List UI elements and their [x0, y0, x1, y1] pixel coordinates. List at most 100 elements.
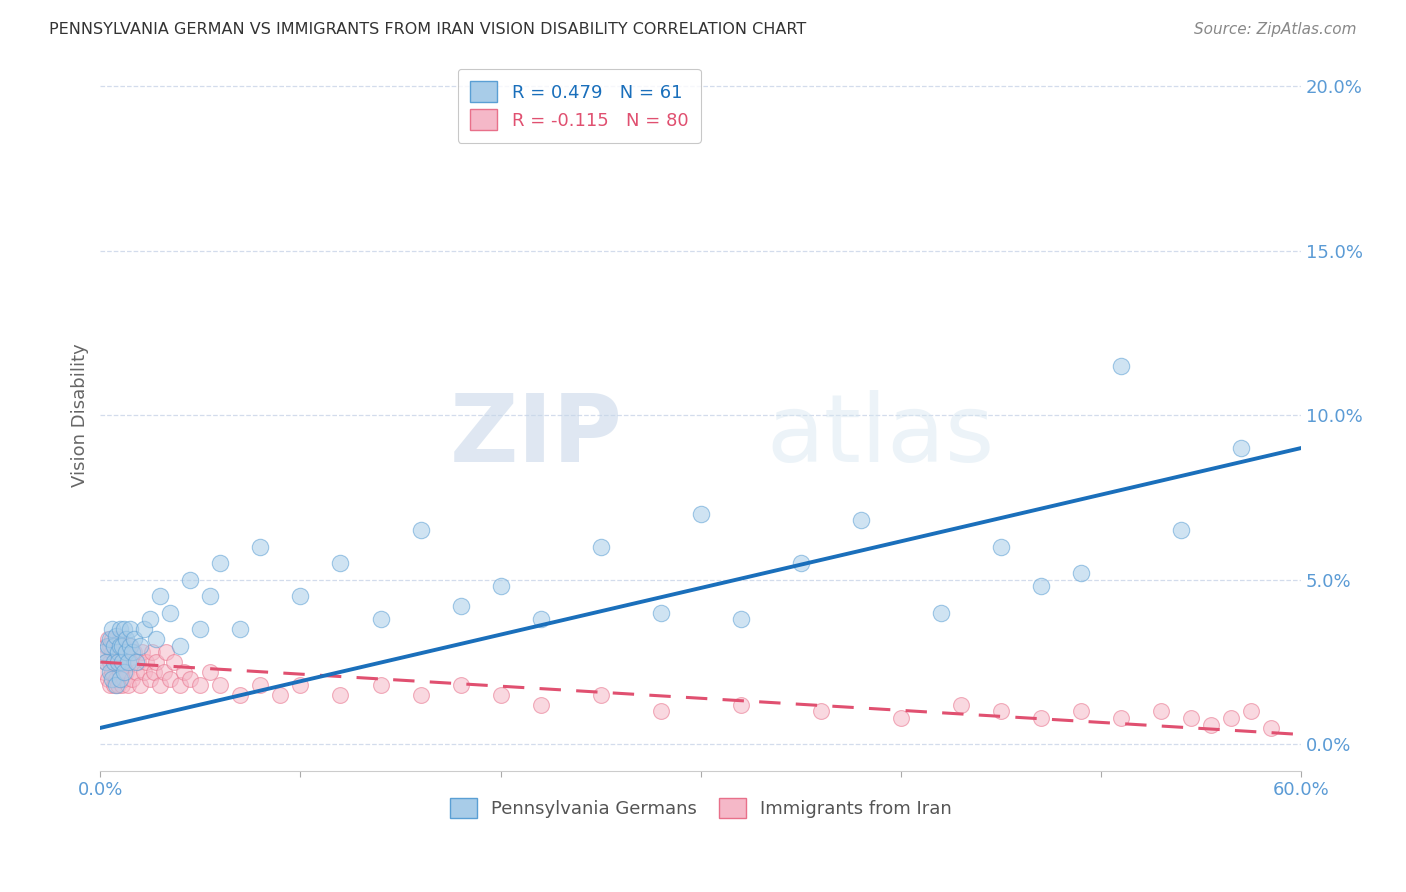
- Point: [1109, 711, 1132, 725]
- Point: [139, 672, 162, 686]
- Point: [105, 678, 128, 692]
- Point: [370, 678, 392, 692]
- Point: [1109, 359, 1132, 373]
- Point: [409, 688, 432, 702]
- Point: [730, 698, 752, 712]
- Point: [650, 606, 672, 620]
- Point: [650, 705, 672, 719]
- Point: [689, 507, 711, 521]
- Point: [1070, 566, 1092, 581]
- Point: [96, 655, 118, 669]
- Point: [1070, 705, 1092, 719]
- Point: [121, 672, 143, 686]
- Point: [1220, 711, 1243, 725]
- Point: [153, 665, 176, 679]
- Point: [159, 606, 181, 620]
- Point: [134, 665, 156, 679]
- Point: [179, 672, 201, 686]
- Point: [101, 645, 124, 659]
- Point: [129, 678, 152, 692]
- Point: [98, 678, 121, 692]
- Point: [120, 639, 142, 653]
- Point: [1170, 524, 1192, 538]
- Point: [163, 655, 186, 669]
- Point: [790, 556, 813, 570]
- Point: [1230, 441, 1253, 455]
- Point: [125, 665, 148, 679]
- Point: [209, 678, 232, 692]
- Text: ZIP: ZIP: [450, 391, 623, 483]
- Point: [110, 639, 132, 653]
- Point: [124, 632, 146, 646]
- Point: [120, 639, 142, 653]
- Text: Source: ZipAtlas.com: Source: ZipAtlas.com: [1194, 22, 1357, 37]
- Point: [115, 665, 138, 679]
- Point: [103, 678, 125, 692]
- Point: [1180, 711, 1202, 725]
- Point: [529, 612, 551, 626]
- Point: [96, 655, 118, 669]
- Point: [1150, 705, 1173, 719]
- Point: [107, 655, 129, 669]
- Point: [112, 639, 135, 653]
- Point: [111, 678, 134, 692]
- Point: [112, 665, 135, 679]
- Point: [1029, 579, 1052, 593]
- Point: [409, 524, 432, 538]
- Point: [1260, 721, 1282, 735]
- Point: [101, 632, 124, 646]
- Point: [93, 665, 115, 679]
- Point: [111, 655, 134, 669]
- Point: [110, 645, 132, 659]
- Point: [849, 514, 872, 528]
- Point: [200, 665, 222, 679]
- Point: [110, 665, 132, 679]
- Point: [1199, 717, 1222, 731]
- Point: [135, 655, 157, 669]
- Point: [290, 589, 312, 603]
- Point: [121, 645, 143, 659]
- Point: [97, 632, 120, 646]
- Point: [110, 622, 132, 636]
- Point: [105, 645, 128, 659]
- Point: [249, 678, 271, 692]
- Point: [249, 540, 271, 554]
- Point: [103, 655, 125, 669]
- Point: [169, 678, 191, 692]
- Point: [269, 688, 291, 702]
- Point: [98, 639, 121, 653]
- Point: [115, 645, 138, 659]
- Y-axis label: Vision Disability: Vision Disability: [72, 343, 89, 487]
- Point: [149, 589, 172, 603]
- Point: [139, 612, 162, 626]
- Point: [190, 622, 212, 636]
- Point: [155, 645, 177, 659]
- Point: [97, 672, 120, 686]
- Point: [112, 622, 135, 636]
- Point: [107, 678, 129, 692]
- Point: [115, 632, 138, 646]
- Point: [730, 612, 752, 626]
- Point: [810, 705, 832, 719]
- Point: [134, 622, 156, 636]
- Point: [1029, 711, 1052, 725]
- Point: [120, 622, 142, 636]
- Point: [450, 678, 472, 692]
- Point: [179, 573, 201, 587]
- Point: [145, 632, 167, 646]
- Point: [107, 655, 129, 669]
- Point: [105, 632, 128, 646]
- Point: [990, 705, 1012, 719]
- Legend: Pennsylvania Germans, Immigrants from Iran: Pennsylvania Germans, Immigrants from Ir…: [443, 790, 959, 826]
- Point: [329, 688, 352, 702]
- Point: [370, 612, 392, 626]
- Point: [489, 688, 512, 702]
- Point: [450, 599, 472, 613]
- Point: [93, 645, 115, 659]
- Point: [149, 678, 172, 692]
- Point: [127, 655, 149, 669]
- Point: [107, 645, 129, 659]
- Point: [111, 639, 134, 653]
- Point: [200, 589, 222, 603]
- Point: [98, 632, 121, 646]
